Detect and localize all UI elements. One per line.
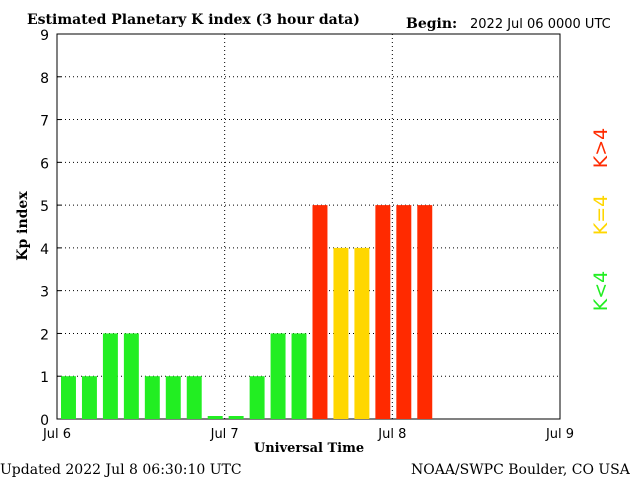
- source-credit: NOAA/SWPC Boulder, CO USA: [411, 462, 631, 478]
- kp-bar: [333, 247, 349, 419]
- bars-group: [61, 205, 433, 419]
- grid-lines: [57, 33, 560, 419]
- kp-bar: [270, 333, 286, 419]
- y-tick-label: 6: [40, 156, 49, 172]
- x-tick-label: Jul 6: [42, 427, 71, 442]
- kp-bar: [144, 376, 160, 419]
- kp-bar: [312, 205, 328, 419]
- y-tick-label: 7: [40, 114, 49, 130]
- x-tick-label: Jul 9: [545, 427, 574, 442]
- begin-value: 2022 Jul 06 0000 UTC: [470, 17, 611, 32]
- x-axis-ticks: Jul 6 Jul 7 Jul 8 Jul 9: [42, 427, 574, 442]
- kp-bar: [61, 376, 76, 419]
- y-tick-label: 0: [40, 413, 49, 429]
- plot-area: [56, 33, 561, 420]
- updated-timestamp: Updated 2022 Jul 8 06:30:10 UTC: [0, 462, 242, 478]
- x-tick-label: Jul 8: [377, 427, 406, 442]
- y-tick-label: 4: [40, 242, 49, 258]
- y-tick-label: 1: [40, 370, 49, 386]
- kp-bar: [354, 247, 370, 419]
- y-tick-label: 2: [40, 327, 49, 343]
- kp-bar: [207, 416, 223, 419]
- begin-label: Begin:: [406, 16, 457, 32]
- x-axis-label: Universal Time: [254, 441, 364, 456]
- legend-k-above-4: K>4: [590, 128, 612, 168]
- kp-bar: [165, 376, 181, 419]
- kp-bar: [186, 376, 202, 419]
- kp-bar: [375, 205, 391, 419]
- y-tick-label: 5: [40, 199, 49, 215]
- kp-bar: [123, 333, 139, 419]
- kp-bar: [249, 376, 265, 419]
- y-axis-label: Kp index: [15, 191, 31, 261]
- x-tick-label: Jul 7: [210, 427, 239, 442]
- kp-bar: [228, 416, 244, 419]
- kp-bar: [417, 205, 433, 419]
- kp-bar: [102, 333, 118, 419]
- y-tick-label: 9: [40, 28, 49, 44]
- y-tick-label: 3: [40, 285, 49, 301]
- y-tick-label: 8: [40, 71, 49, 87]
- chart-title: Estimated Planetary K index (3 hour data…: [27, 12, 360, 28]
- kp-bar: [81, 376, 97, 419]
- y-axis-ticks: 0 1 2 3 4 5 6 7 8 9: [40, 28, 61, 429]
- kp-bar: [396, 205, 412, 419]
- legend-k-below-4: K<4: [590, 271, 612, 311]
- kp-bar: [291, 333, 307, 419]
- legend-k-equal-4: K=4: [590, 195, 612, 235]
